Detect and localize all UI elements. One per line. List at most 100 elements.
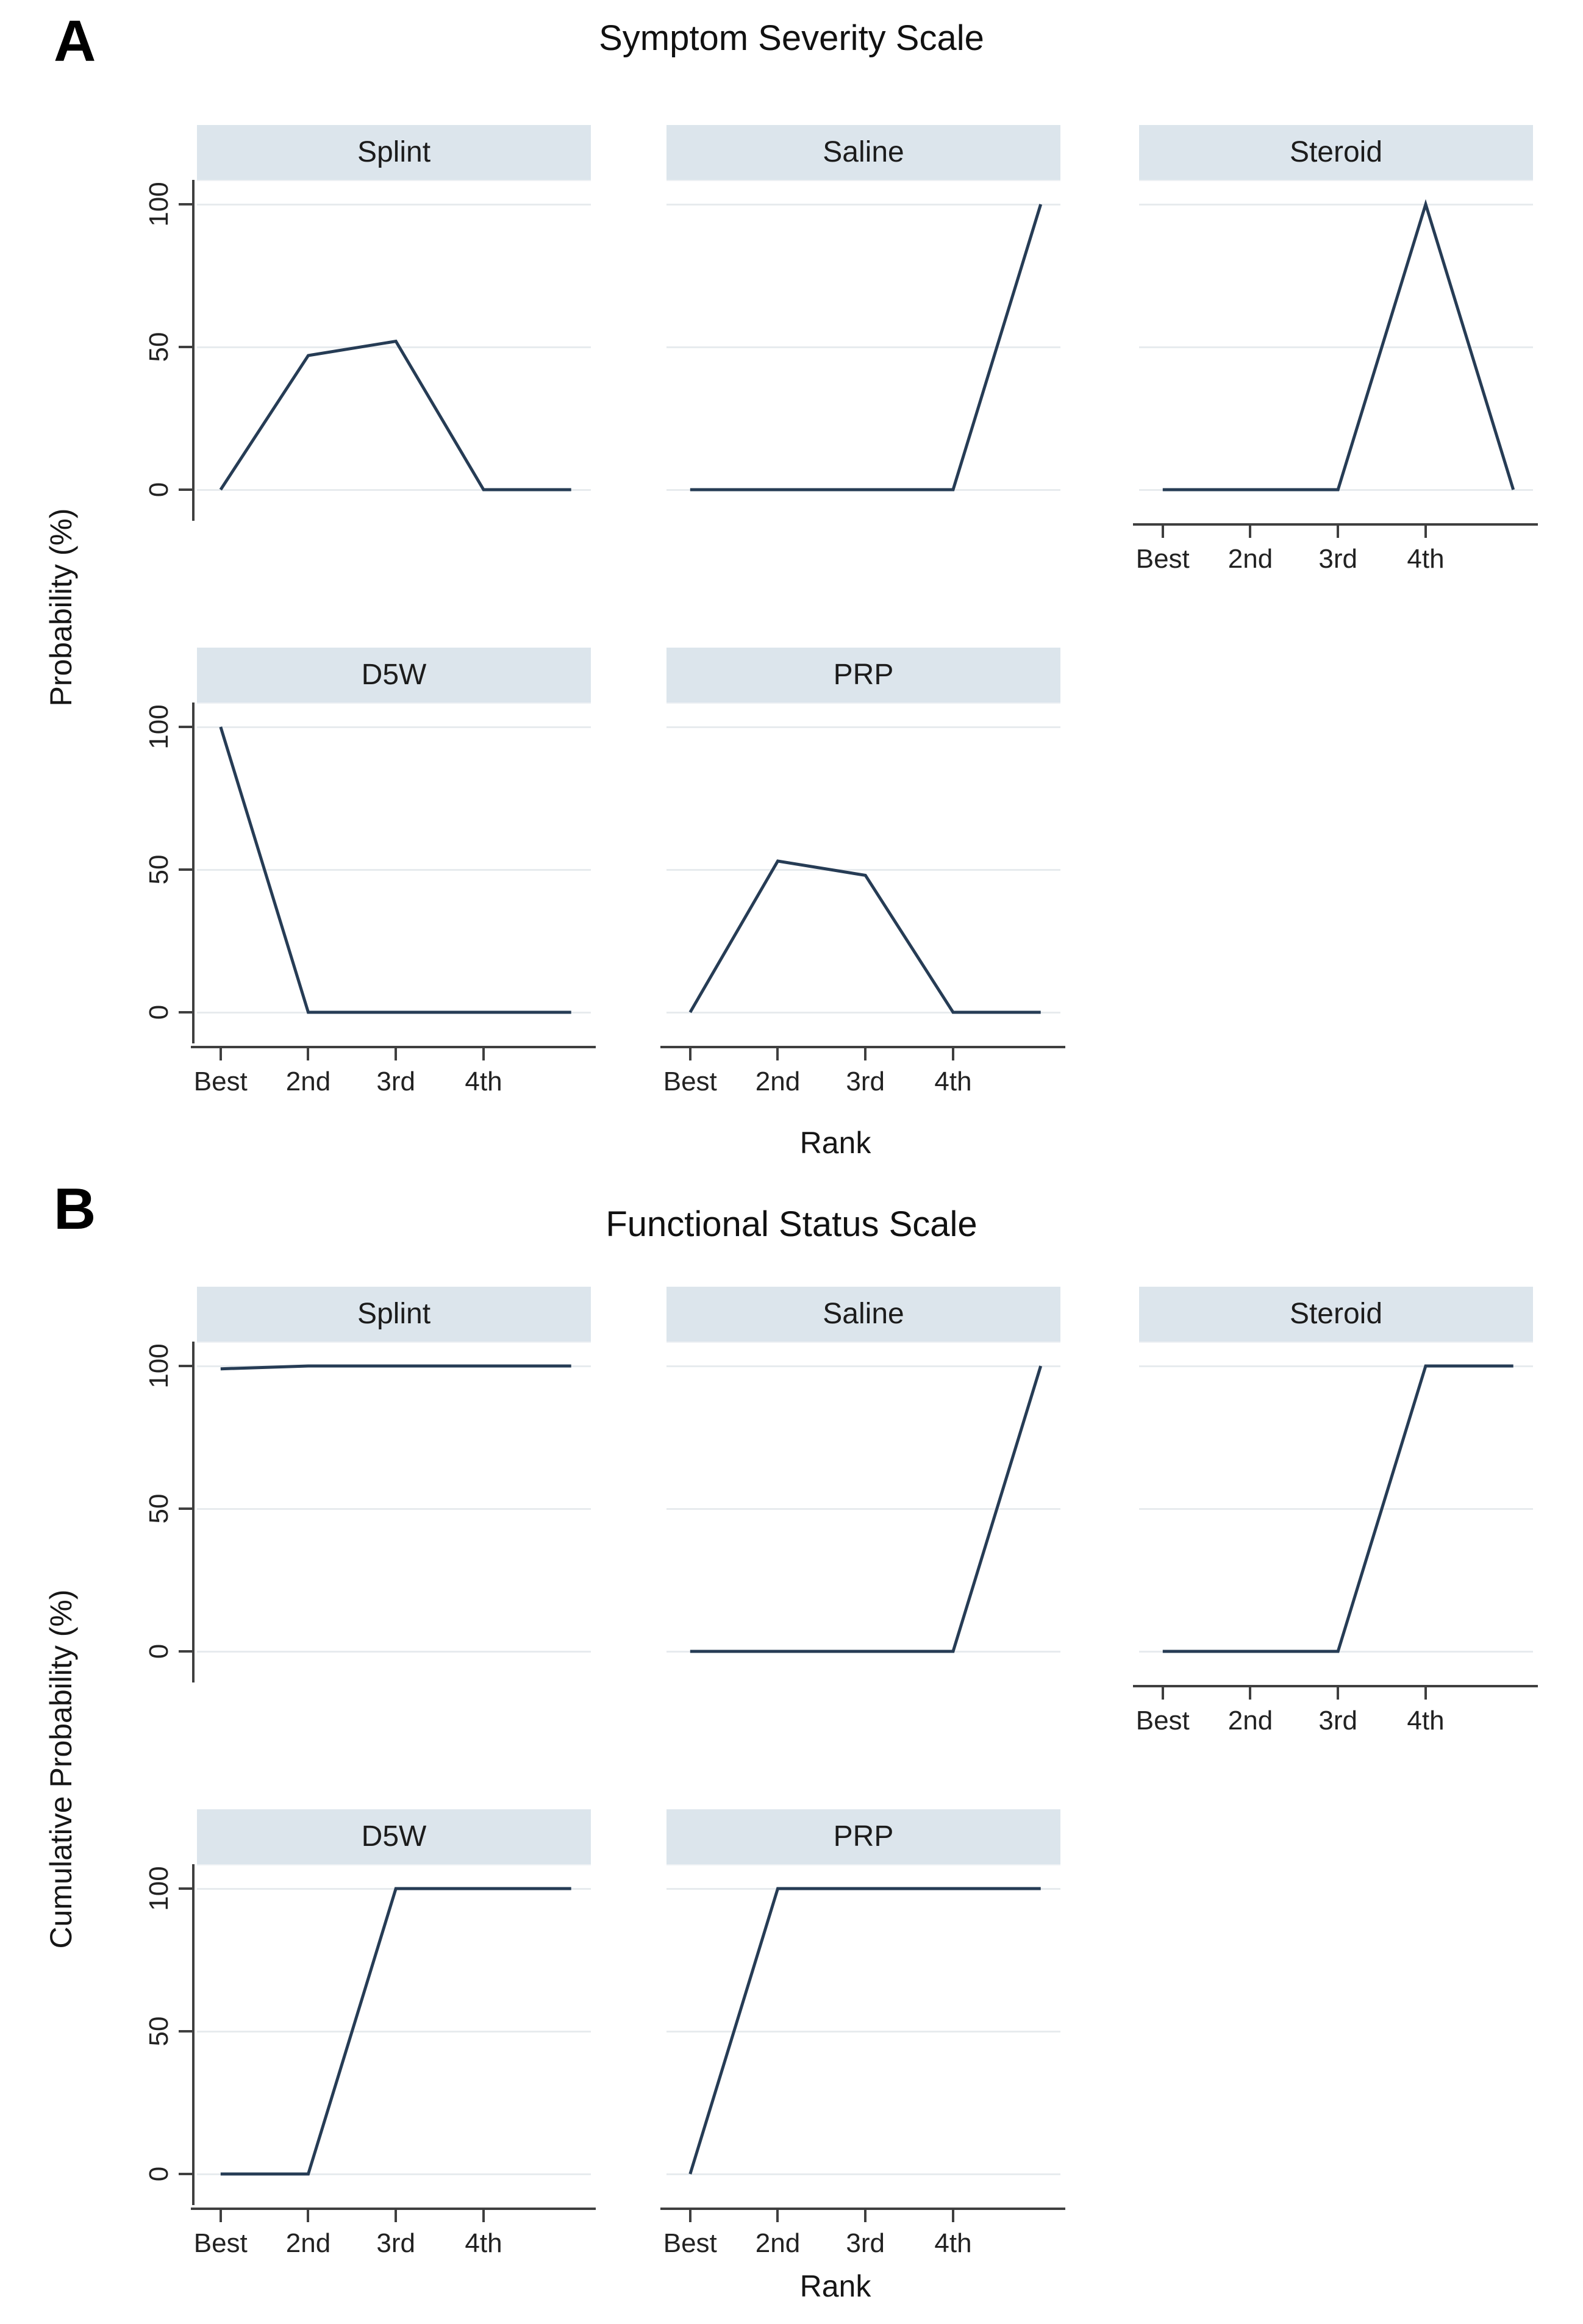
x-axis-tick [1337, 1687, 1340, 1700]
gridline [666, 204, 1060, 206]
facet-b-prp: PRP Best 2nd 3rd 4th [660, 1809, 1065, 2258]
x-axis-tick [1337, 526, 1340, 538]
facet-header-a-steroid: Steroid [1139, 125, 1533, 180]
plot-top-border [197, 180, 591, 181]
x-axis-tick [1249, 526, 1252, 538]
x-axis-tick [864, 1048, 867, 1060]
y-axis-tick [179, 1887, 192, 1890]
y-axis-tick-label: 50 [144, 1493, 174, 1524]
x-axis-tick [395, 1048, 398, 1060]
x-axis-tick [864, 2210, 867, 2222]
gridline [197, 2173, 591, 2175]
x-axis-line [1133, 523, 1538, 526]
x-axis-tick [1424, 1687, 1427, 1700]
y-axis-tick-label: 0 [144, 1643, 174, 1659]
x-axis-tick [776, 1048, 779, 1060]
gridline [666, 1012, 1060, 1014]
x-axis-tick-label: 3rd [376, 1067, 416, 1096]
plot-area-b-prp: Best 2nd 3rd 4th [660, 1864, 1065, 2258]
panel-b-x-axis-title: Rank [799, 2269, 871, 2303]
x-axis-tick-label: Best [663, 2228, 717, 2258]
facet-a-prp: PRP Best 2nd 3rd 4th [660, 648, 1065, 1096]
y-axis-tick-label: 50 [144, 854, 174, 885]
x-axis-tick [688, 2210, 691, 2222]
x-axis-line [191, 2208, 596, 2210]
x-axis-tick [1161, 526, 1164, 538]
gridline [197, 346, 591, 348]
x-axis-tick [307, 1048, 310, 1060]
gridline [197, 1888, 591, 1890]
facet-header-b-steroid: Steroid [1139, 1287, 1533, 1342]
x-axis-tick [219, 2210, 222, 2222]
x-axis-tick-label: Best [193, 1067, 248, 1096]
plot-area-b-d5w: 100 50 0 Best 2nd 3rd 4th [144, 1864, 596, 2258]
y-axis-line [192, 703, 195, 1043]
facet-b-d5w: D5W 100 50 0 Best 2nd 3rd 4th [144, 1809, 596, 2258]
y-axis-tick [179, 1507, 192, 1510]
x-axis-tick-label: 2nd [755, 1067, 801, 1096]
series-line-b-splint [220, 1364, 571, 1371]
x-axis-tick [776, 2210, 779, 2222]
series-polyline-a-splint [219, 339, 571, 492]
y-axis-tick-label: 100 [144, 1343, 174, 1389]
x-axis-tick-label: Best [193, 2228, 248, 2258]
series-polyline-a-saline [690, 204, 1043, 492]
gridline [197, 489, 591, 491]
plot-area-b-splint: 100 50 0 [144, 1342, 591, 1682]
y-axis-tick-label: 50 [144, 2016, 174, 2047]
x-axis-tick [307, 2210, 310, 2222]
panel-b-y-axis-title: Cumulative Probability (%) [44, 1589, 78, 1949]
x-axis-tick-label: 2nd [285, 2228, 331, 2258]
series-line-a-splint [219, 339, 571, 492]
x-axis-tick-label: 4th [934, 2228, 972, 2258]
x-axis-tick-label: 3rd [1318, 544, 1358, 574]
facet-a-d5w: D5W 100 50 0 Best 2nd 3rd 4th [144, 648, 596, 1096]
y-axis-line [192, 180, 195, 521]
y-axis-tick [179, 2173, 192, 2175]
gridline [197, 1508, 591, 1510]
series-line-b-d5w [220, 1887, 571, 2176]
x-axis-tick [951, 1048, 954, 1060]
facet-header-b-saline: Saline [666, 1287, 1060, 1342]
gridline [1139, 1365, 1533, 1367]
plot-area-a-splint: 100 50 0 [144, 180, 591, 521]
x-axis-tick-label: 4th [934, 1067, 972, 1096]
plot-top-border [666, 703, 1060, 704]
x-axis-tick-label: 4th [465, 2228, 502, 2258]
x-axis-tick-label: 4th [1407, 1706, 1445, 1736]
plot-top-border [1139, 1342, 1533, 1343]
panel-a-letter: A [54, 9, 96, 74]
x-axis-line [1133, 1685, 1538, 1687]
series-line-a-saline [690, 204, 1043, 492]
y-axis-tick [179, 1011, 192, 1014]
plot-top-border [1139, 180, 1533, 181]
panel-b-letter: B [54, 1176, 96, 1242]
y-axis-tick [179, 203, 192, 206]
facet-header-a-prp: PRP [666, 648, 1060, 703]
series-line-a-d5w [219, 726, 571, 1014]
y-axis-tick [179, 1650, 192, 1653]
y-axis-tick-label: 0 [144, 1004, 174, 1020]
plot-top-border [197, 1864, 591, 1865]
gridline [197, 204, 591, 206]
series-line-b-prp [688, 1887, 1041, 2175]
plot-top-border [666, 180, 1060, 181]
y-axis-tick-label: 0 [144, 482, 174, 498]
panel-a-title: Symptom Severity Scale [599, 18, 984, 58]
x-axis-tick-label: 4th [1407, 544, 1445, 574]
x-axis-tick [395, 2210, 398, 2222]
y-axis-tick-label: 50 [144, 332, 174, 362]
x-axis-tick [1249, 1687, 1252, 1700]
facet-b-splint: Splint 100 50 0 [144, 1287, 591, 1682]
y-axis-tick-label: 100 [144, 182, 174, 227]
gridline [666, 869, 1060, 871]
x-axis-line [660, 1046, 1065, 1048]
plot-top-border [197, 1342, 591, 1343]
x-axis-tick-label: 2nd [755, 2228, 801, 2258]
gridline [666, 1508, 1060, 1510]
x-axis-tick-label: 2nd [1227, 1706, 1273, 1736]
x-axis-tick-label: Best [663, 1067, 717, 1096]
series-line-a-steroid [1162, 199, 1515, 492]
gridline [197, 2031, 591, 2033]
